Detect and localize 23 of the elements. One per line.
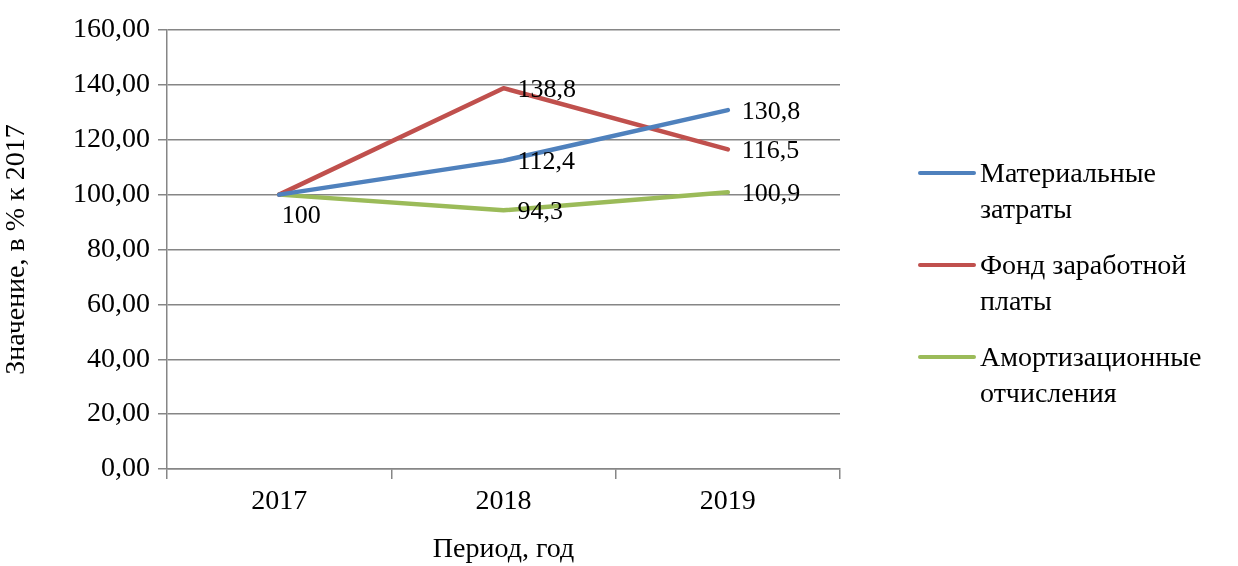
- data-label: 130,8: [741, 95, 801, 125]
- x-tick-label: 2019: [699, 484, 756, 516]
- y-tick-label: 80,00: [87, 231, 150, 263]
- y-tick-label: 20,00: [87, 396, 150, 428]
- y-tick-label: 120,00: [73, 122, 150, 154]
- data-label: 112,4: [517, 146, 576, 176]
- y-tick-label: 160,00: [73, 12, 150, 44]
- y-tick-label: 40,00: [87, 341, 150, 373]
- legend-label: Материальные затраты: [980, 156, 1157, 226]
- x-tick-label: 2017: [251, 484, 308, 516]
- x-axis-title: Период, год: [432, 531, 575, 563]
- y-tick-label: 140,00: [73, 67, 150, 99]
- y-axis-title: Значение, в % к 2017: [0, 124, 31, 375]
- legend-label: Амортизационные отчисления: [980, 340, 1203, 410]
- legend-label: Фонд заработной платы: [980, 248, 1188, 318]
- y-tick-label: 0,00: [101, 451, 150, 483]
- y-tick-label: 60,00: [87, 286, 150, 318]
- data-label: 100,9: [741, 177, 801, 207]
- x-tick-label: 2018: [475, 484, 532, 516]
- data-label: 116,5: [741, 135, 800, 165]
- data-label: 138,8: [517, 74, 576, 103]
- data-label: 100: [281, 200, 321, 230]
- y-tick-label: 100,00: [73, 176, 150, 208]
